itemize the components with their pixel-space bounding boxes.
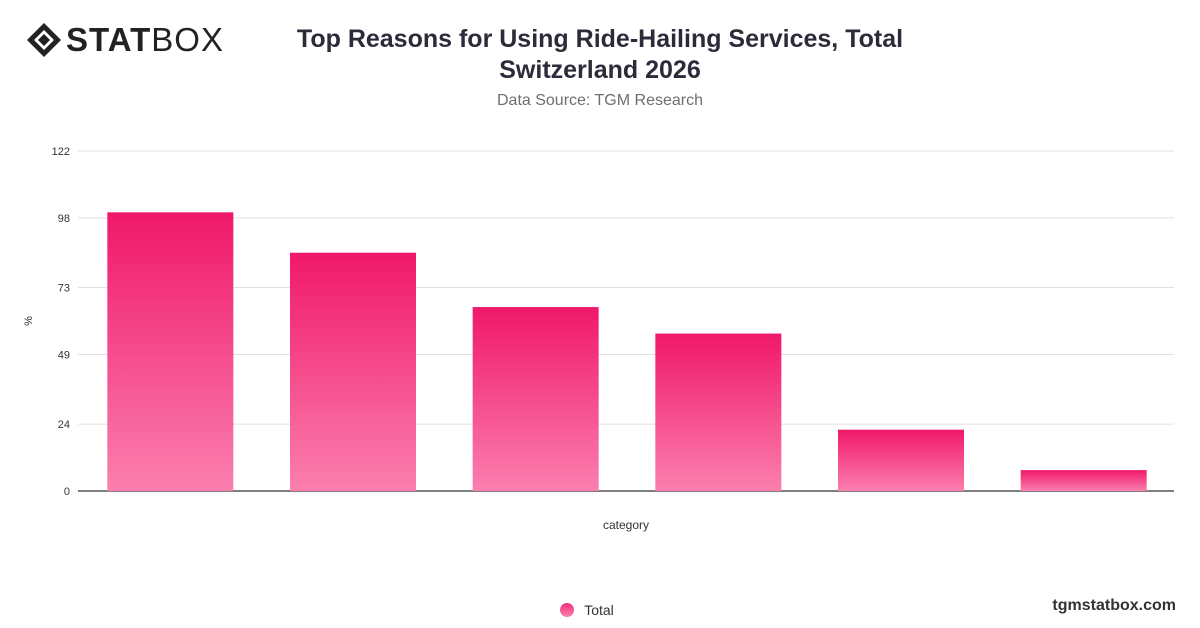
legend-marker-total xyxy=(560,603,575,617)
statbox-logo: STATBOX xyxy=(26,22,224,58)
diamond-logo-icon xyxy=(27,23,61,57)
y-tick-label: 98 xyxy=(58,213,70,225)
y-axis-label: % xyxy=(23,316,35,326)
bar-2[interactable] xyxy=(290,252,416,491)
bar-5[interactable] xyxy=(838,429,964,491)
y-tick-label: 122 xyxy=(52,146,70,158)
y-tick-label: 73 xyxy=(58,283,70,295)
legend-label-total: Total xyxy=(584,602,614,618)
chart-title-line2: Switzerland 2026 xyxy=(499,56,701,84)
y-tick-label: 49 xyxy=(58,349,70,361)
chart-title-line1: Top Reasons for Using Ride-Hailing Servi… xyxy=(296,25,904,53)
bar-4[interactable] xyxy=(655,333,782,491)
chart-subtitle: Data Source: TGM Research xyxy=(496,92,703,109)
logo-wordmark: STATBOX xyxy=(66,21,224,58)
footer-site-link[interactable]: tgmstatbox.com xyxy=(1052,597,1176,614)
bar-3[interactable] xyxy=(472,307,599,491)
chart-title: Top Reasons for Using Ride-Hailing Servi… xyxy=(250,24,950,86)
bar-1[interactable] xyxy=(107,212,234,492)
x-axis-label: category xyxy=(603,518,649,532)
y-tick-label: 0 xyxy=(64,486,70,498)
chart-legend[interactable]: Total xyxy=(0,602,1200,618)
bar-6[interactable] xyxy=(1020,470,1147,491)
y-tick-label: 24 xyxy=(58,419,70,431)
